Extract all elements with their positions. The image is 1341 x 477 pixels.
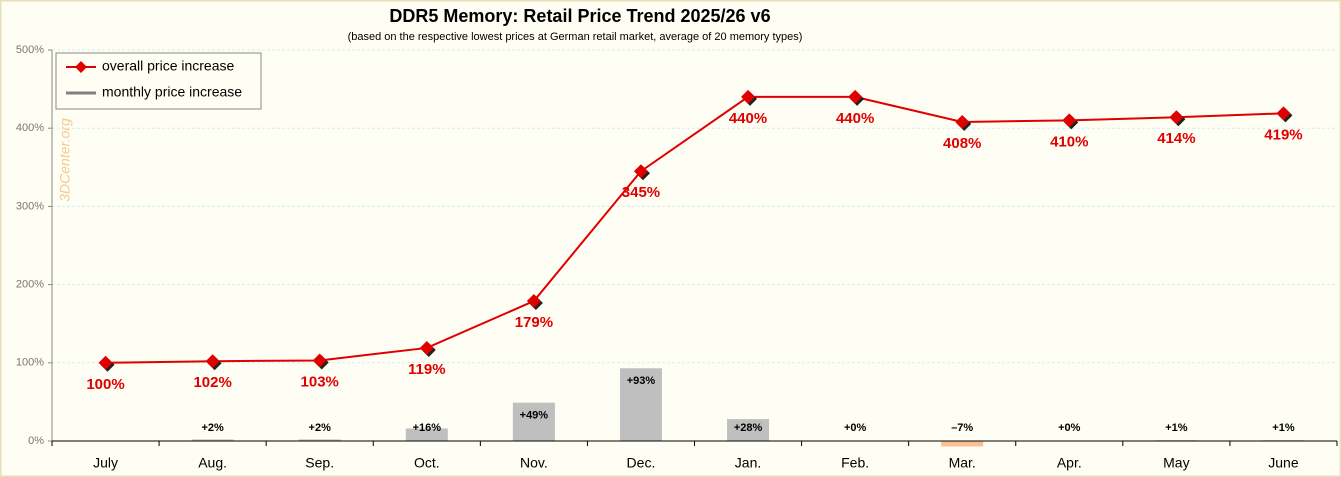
marker: [848, 89, 863, 104]
bar-label: +0%: [844, 422, 867, 434]
x-tick-label: Feb.: [841, 455, 869, 471]
y-tick-label: 500%: [16, 44, 44, 56]
watermark: 3DCenter.org: [57, 118, 73, 202]
bar-label: –7%: [951, 422, 973, 434]
point-label: 410%: [1050, 133, 1088, 150]
line: [105, 95, 1284, 364]
bar-label: +49%: [520, 410, 549, 422]
point-label: 414%: [1157, 130, 1195, 147]
x-tick-label: Jan.: [735, 455, 761, 471]
marker: [205, 354, 220, 369]
bar-label: +0%: [1058, 422, 1081, 434]
point-label: 100%: [86, 376, 124, 393]
marker: [955, 114, 970, 129]
point-label: 119%: [408, 361, 446, 378]
marker: [1276, 106, 1291, 121]
bar-label: +1%: [1165, 422, 1188, 434]
legend-label: overall price increase: [102, 58, 234, 74]
point-label: 103%: [301, 373, 339, 390]
marker: [1062, 113, 1077, 128]
point-label: 419%: [1264, 126, 1302, 143]
x-tick-label: May: [1163, 455, 1189, 471]
bar-label: +28%: [734, 422, 763, 434]
marker: [312, 353, 327, 368]
marker: [1169, 110, 1184, 125]
bar-label: +93%: [627, 375, 656, 387]
bar-label: +1%: [1272, 422, 1295, 434]
x-tick-label: Apr.: [1057, 455, 1082, 471]
marker: [741, 89, 756, 104]
marker: [419, 340, 434, 355]
legend-marker: [75, 61, 87, 73]
bar: [727, 419, 770, 441]
bar: [619, 368, 662, 441]
point-label: 440%: [836, 110, 874, 127]
y-tick-label: 100%: [16, 357, 44, 369]
point-label: 102%: [193, 374, 231, 391]
legend-box: [55, 52, 262, 110]
point-label: 440%: [729, 110, 767, 127]
y-tick-label: 200%: [16, 279, 44, 291]
x-tick-label: June: [1268, 455, 1299, 471]
x-tick-label: July: [93, 455, 118, 471]
chart-title: DDR5 Memory: Retail Price Trend 2025/26 …: [389, 6, 770, 26]
x-tick-label: Aug.: [198, 455, 227, 471]
bar: [298, 439, 341, 441]
y-tick-label: 300%: [16, 200, 44, 212]
point-label: 345%: [622, 184, 660, 201]
point-label: 179%: [515, 314, 553, 331]
bar: [191, 439, 234, 441]
x-tick-label: Oct.: [414, 455, 440, 471]
y-tick-label: 0%: [28, 435, 44, 447]
bar-label: +2%: [309, 422, 332, 434]
point-label: 408%: [943, 135, 981, 152]
x-tick-label: Nov.: [520, 455, 548, 471]
chart-subtitle: (based on the respective lowest prices a…: [348, 31, 803, 43]
marker: [98, 355, 113, 370]
x-tick-label: Mar.: [949, 455, 976, 471]
legend-label: monthly price increase: [102, 84, 242, 100]
bar-label: +2%: [201, 422, 224, 434]
bar-label: +16%: [413, 422, 442, 434]
x-tick-label: Dec.: [627, 455, 656, 471]
marker: [526, 294, 541, 309]
bar: [512, 402, 555, 441]
x-tick-label: Sep.: [305, 455, 334, 471]
marker: [633, 164, 648, 179]
bar: [941, 441, 984, 447]
bar: [405, 428, 448, 441]
y-tick-label: 400%: [16, 122, 44, 134]
